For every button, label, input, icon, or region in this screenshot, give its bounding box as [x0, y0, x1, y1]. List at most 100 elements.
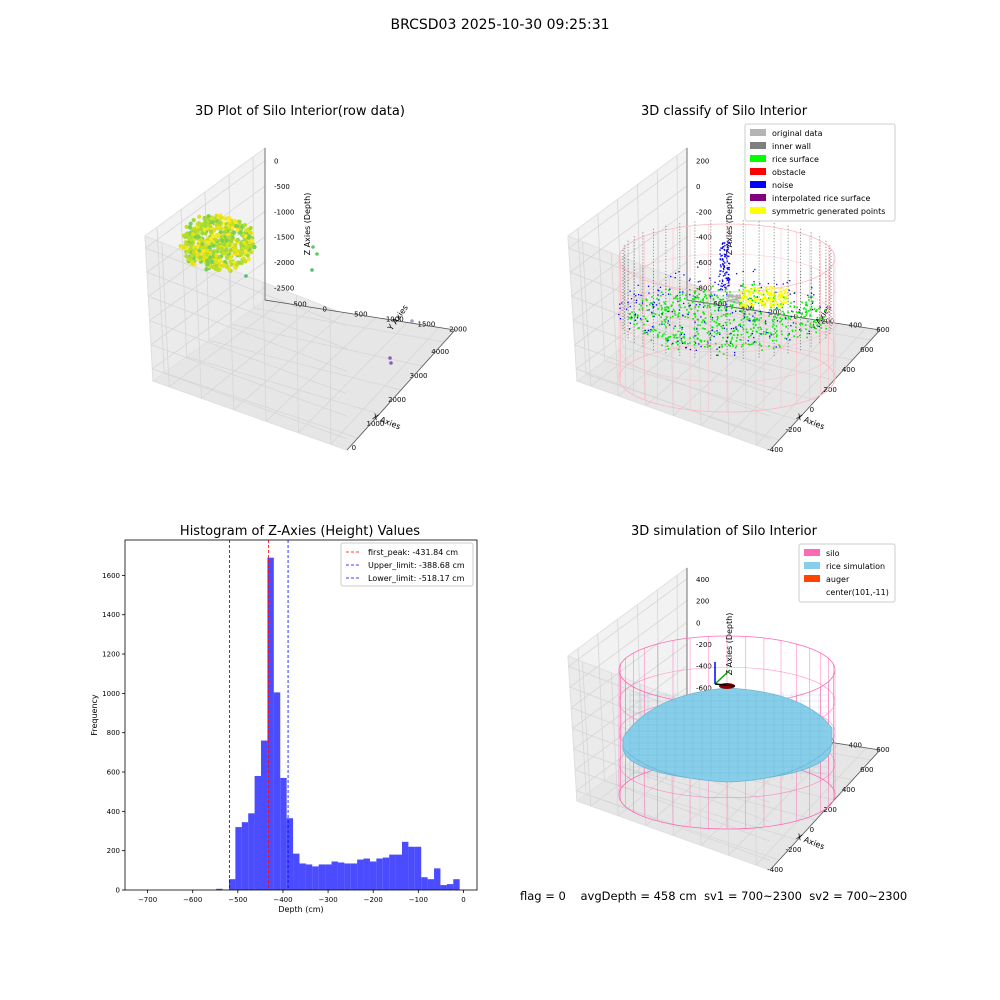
- rice-surface-point: [681, 328, 683, 331]
- noise-point: [711, 317, 714, 319]
- symmetric-generated-point: [748, 302, 751, 304]
- panel2-legend-label: inner wall: [772, 142, 811, 151]
- noise-point: [724, 255, 726, 257]
- rice-surface-point: [777, 314, 779, 317]
- rice-surface-point: [649, 330, 652, 333]
- symmetric-generated-point: [778, 287, 781, 290]
- rice-surface-point: [768, 345, 770, 347]
- rice-surface-point: [667, 347, 670, 350]
- noise-point: [720, 285, 722, 287]
- noise-point: [682, 314, 684, 316]
- rice-surface-point: [672, 334, 675, 336]
- panel1-zgrid: [150, 344, 348, 417]
- noise-point: [728, 284, 730, 287]
- symmetric-generated-point: [769, 303, 772, 306]
- rice-surface-point: [696, 327, 698, 330]
- histogram-bar: [241, 822, 249, 890]
- rice-surface-point: [696, 324, 699, 326]
- rice-surface-point: [758, 344, 761, 346]
- rice-surface-point: [781, 318, 783, 320]
- rice-surface-point: [677, 348, 680, 351]
- noise-point: [724, 262, 726, 264]
- noise-point: [709, 339, 711, 341]
- rice-surface-point: [650, 339, 653, 341]
- rice-surface-point: [661, 311, 664, 314]
- rice-surface-point: [686, 313, 689, 316]
- histogram-bar: [369, 861, 377, 890]
- rice-surface-point: [799, 323, 801, 325]
- noise-point: [759, 283, 761, 285]
- rice-surface-point: [783, 313, 786, 316]
- rice-surface-point: [800, 322, 803, 325]
- symmetric-generated-point: [781, 301, 784, 304]
- symmetric-generated-point: [742, 304, 745, 307]
- noise-point: [677, 340, 679, 342]
- rice-surface-point: [702, 300, 704, 302]
- noise-point: [722, 264, 724, 266]
- raw-data-point: [243, 259, 248, 264]
- raw-data-point: [208, 224, 213, 229]
- rice-surface-point: [643, 329, 646, 332]
- symmetric-generated-point: [768, 299, 771, 302]
- raw-data-point: [222, 263, 227, 268]
- rice-surface-point: [800, 315, 803, 318]
- panel4-ytick-label: 400: [849, 742, 862, 750]
- rice-surface-point: [673, 312, 676, 315]
- raw-data-point: [220, 246, 225, 251]
- panel2-legend-swatch: [750, 207, 766, 214]
- panel1-ztick-label: -2500: [274, 284, 294, 292]
- noise-point: [770, 334, 772, 336]
- panel1-ygrid: [262, 282, 267, 422]
- panel2-ygrid: [639, 264, 647, 406]
- symmetric-generated-point: [742, 291, 745, 294]
- histogram-bar: [216, 888, 223, 890]
- panel2-ztick-label: 200: [696, 158, 709, 166]
- panel1-zlabel: Z Axies (Depth): [303, 193, 312, 256]
- noise-point: [726, 271, 728, 274]
- original-data-point: [733, 295, 736, 298]
- rice-surface-point: [696, 310, 699, 312]
- rice-surface-point: [672, 308, 675, 311]
- panel1-xgrid: [156, 227, 165, 373]
- rice-surface-point: [734, 346, 737, 349]
- rice-surface-point: [716, 295, 718, 297]
- symmetric-generated-point: [762, 297, 765, 300]
- panel2-xtick-label: 600: [860, 346, 873, 354]
- noise-point: [760, 286, 762, 289]
- symmetric-generated-point: [744, 305, 746, 308]
- rice-surface-point: [725, 313, 727, 315]
- rice-surface-point: [732, 330, 734, 333]
- noise-point: [730, 342, 732, 344]
- raw-data-point: [224, 255, 230, 261]
- original-data-point: [737, 299, 740, 302]
- noise-point: [694, 296, 696, 298]
- rice-surface-point: [733, 334, 735, 336]
- rice-surface-point: [677, 314, 679, 316]
- rice-surface-point: [628, 316, 630, 319]
- rice-surface-point: [665, 318, 667, 320]
- panel1-xgrid: [252, 156, 255, 309]
- noise-point: [799, 312, 801, 314]
- raw-data-point: [191, 218, 196, 223]
- raw-data-point: [211, 243, 216, 248]
- noise-point: [678, 309, 681, 311]
- noise-point: [647, 285, 650, 287]
- rice-surface-point: [805, 310, 808, 313]
- raw-data-point: [205, 262, 210, 267]
- symmetric-generated-point: [766, 300, 768, 303]
- histogram-bar: [337, 862, 345, 890]
- rice-surface-point: [751, 308, 753, 311]
- panel1-xgrid: [208, 340, 402, 391]
- panel1-ygrid: [201, 307, 313, 399]
- rice-surface-point: [774, 295, 776, 297]
- panel2-xgrid: [597, 213, 605, 361]
- noise-point: [721, 279, 724, 281]
- symmetric-generated-point: [741, 295, 744, 298]
- rice-surface-point: [671, 315, 674, 318]
- noise-point: [718, 275, 720, 277]
- noise-point: [637, 284, 639, 287]
- panel2-legend-label: rice surface: [772, 155, 819, 164]
- rice-surface-point: [729, 341, 732, 343]
- noise-point: [727, 282, 730, 284]
- rice-surface-point: [739, 304, 741, 306]
